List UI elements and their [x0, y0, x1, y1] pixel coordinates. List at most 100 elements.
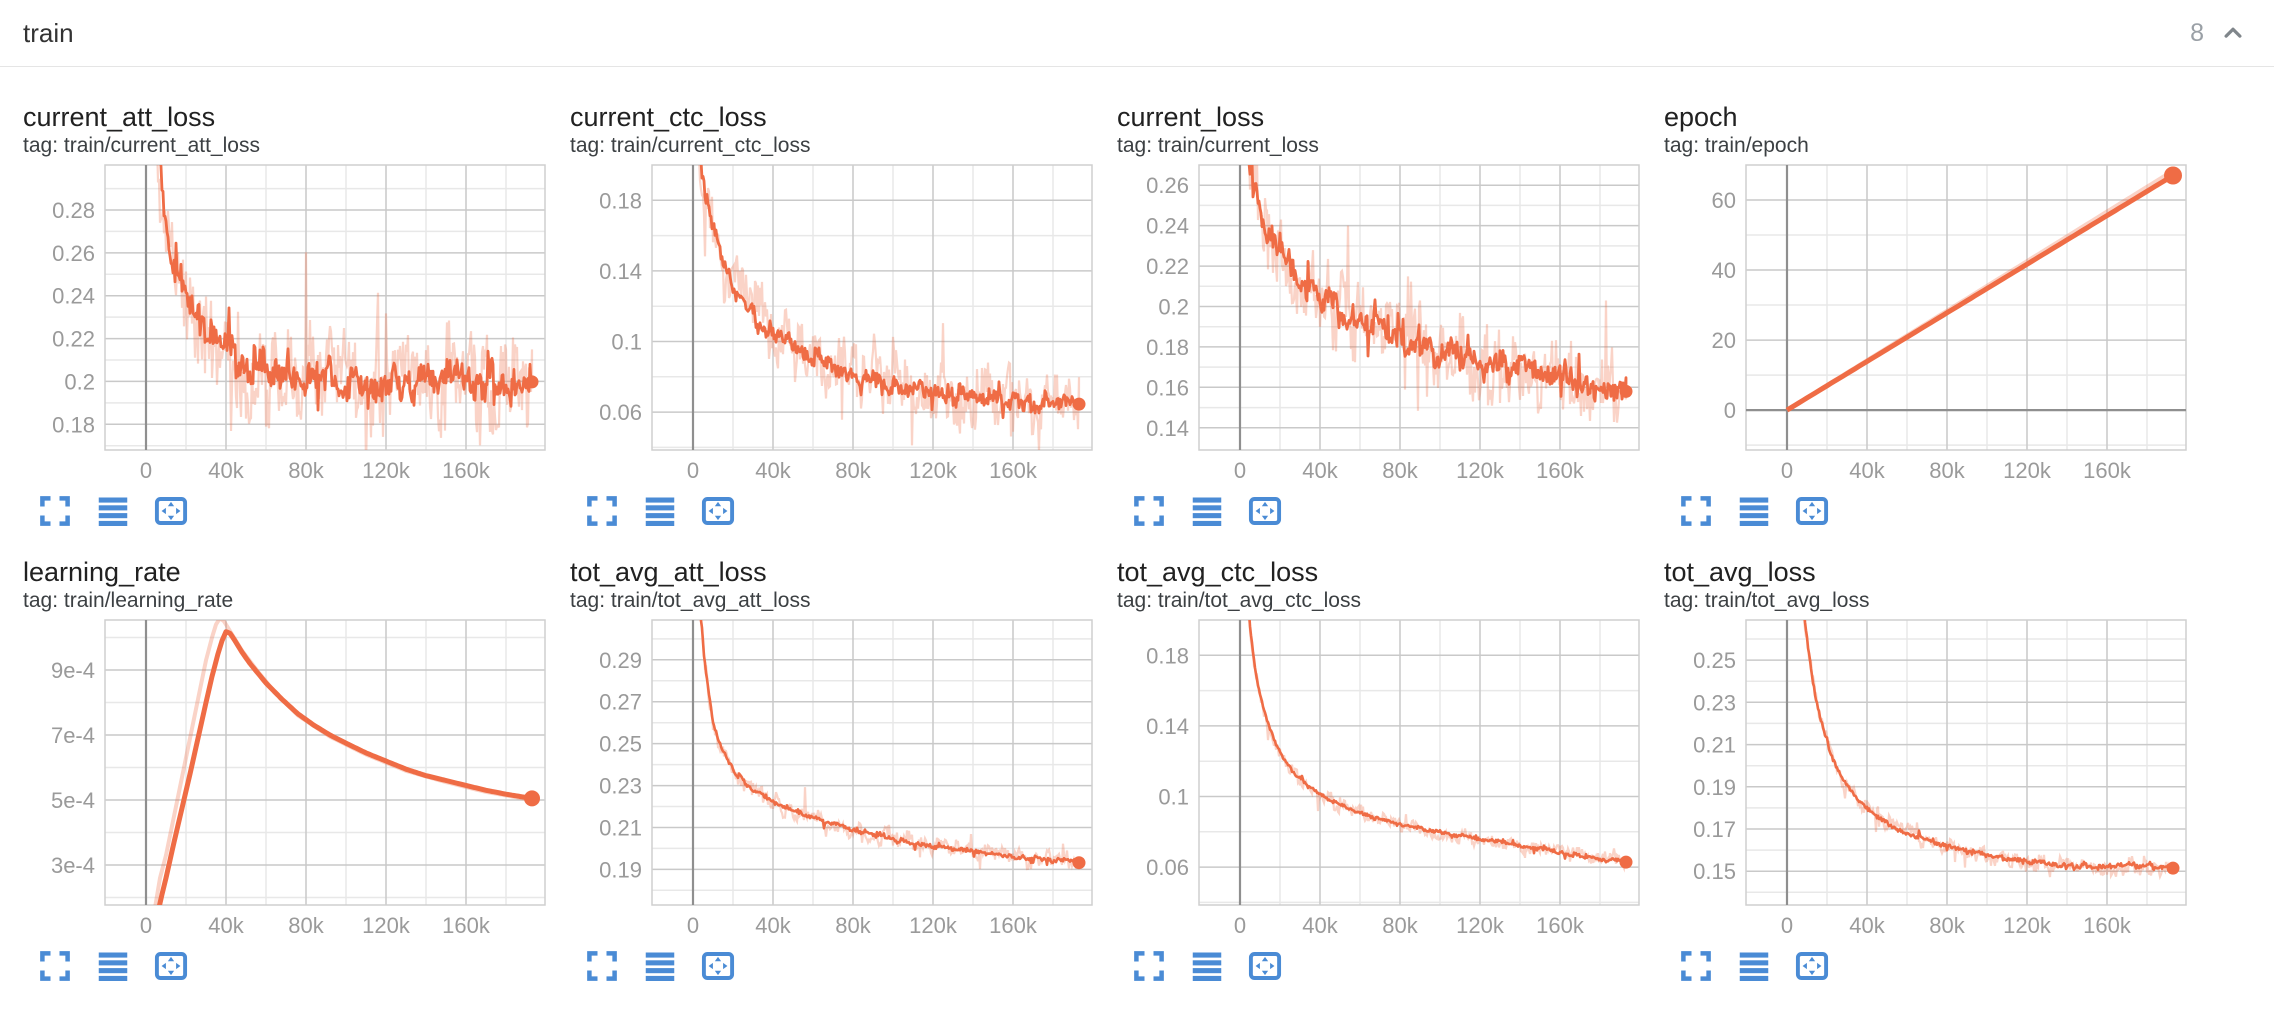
chart-title: learning_rate [23, 557, 181, 587]
svg-text:120k: 120k [909, 458, 958, 483]
svg-text:0.29: 0.29 [599, 648, 642, 673]
expand-chart-button[interactable] [1678, 948, 1714, 984]
svg-text:0.23: 0.23 [599, 774, 642, 799]
svg-text:9e-4: 9e-4 [51, 658, 95, 683]
chart-title: current_att_loss [23, 102, 216, 132]
fit-domain-icon [701, 497, 735, 525]
fit-domain-icon [1248, 497, 1282, 525]
runs-menu-button[interactable] [642, 493, 678, 529]
fit-domain-button[interactable] [1794, 948, 1830, 984]
scalar-card: learning_rate tag: train/learning_rate 0… [23, 556, 553, 986]
svg-text:120k: 120k [909, 913, 958, 938]
line-chart[interactable]: 0 40k 80k 120k 160k 0 20 40 60 [1664, 163, 2194, 485]
svg-text:0.15: 0.15 [1693, 859, 1736, 884]
svg-text:40: 40 [1712, 258, 1736, 283]
line-chart[interactable]: 0 40k 80k 120k 160k 3e-4 5e-4 7e-4 9e-4 [23, 618, 553, 940]
expand-chart-button[interactable] [1678, 493, 1714, 529]
expand-chart-button[interactable] [584, 948, 620, 984]
svg-text:0.26: 0.26 [1146, 173, 1189, 198]
fullscreen-icon [40, 496, 70, 526]
fullscreen-icon [1134, 951, 1164, 981]
svg-text:0.25: 0.25 [1693, 648, 1736, 673]
svg-text:0: 0 [1234, 913, 1246, 938]
card-toolbar [1664, 946, 2194, 986]
line-chart[interactable]: 0 40k 80k 120k 160k 0.18 0.2 0.22 0.24 0.26 0.28 [23, 163, 553, 485]
chart-tag: tag: train/tot_avg_att_loss [570, 589, 811, 612]
chart-tag: tag: train/tot_avg_ctc_loss [1117, 589, 1361, 612]
svg-text:0.18: 0.18 [1146, 335, 1189, 360]
fit-domain-button[interactable] [153, 493, 189, 529]
collapse-section-button[interactable] [2218, 18, 2248, 48]
svg-text:40k: 40k [1849, 913, 1885, 938]
svg-text:0.27: 0.27 [599, 690, 642, 715]
svg-text:0: 0 [140, 458, 152, 483]
card-toolbar [570, 491, 1100, 531]
expand-chart-button[interactable] [37, 948, 73, 984]
line-chart[interactable]: 0 40k 80k 120k 160k 0.06 0.1 0.14 0.18 [1117, 618, 1647, 940]
runs-menu-button[interactable] [95, 948, 131, 984]
chart-title: tot_avg_att_loss [570, 557, 767, 587]
svg-text:0.21: 0.21 [599, 816, 642, 841]
horizontal-lines-icon [645, 952, 675, 981]
svg-text:0.06: 0.06 [1146, 855, 1189, 880]
svg-text:120k: 120k [2003, 458, 2052, 483]
svg-text:160k: 160k [1536, 913, 1585, 938]
svg-text:5e-4: 5e-4 [51, 788, 95, 813]
fit-domain-icon [1795, 952, 1829, 980]
svg-text:0.28: 0.28 [52, 198, 95, 223]
scalar-card: tot_avg_ctc_loss tag: train/tot_avg_ctc_… [1117, 556, 1647, 986]
runs-menu-button[interactable] [1189, 493, 1225, 529]
expand-chart-button[interactable] [1131, 493, 1167, 529]
chevron-up-icon [2224, 27, 2242, 38]
svg-text:80k: 80k [835, 458, 871, 483]
svg-text:0.06: 0.06 [599, 400, 642, 425]
tensorboard-scalars-page: train 8 current_att_loss tag: train/curr… [0, 0, 2274, 986]
fullscreen-icon [1681, 951, 1711, 981]
fit-domain-button[interactable] [153, 948, 189, 984]
chart-title: current_ctc_loss [570, 102, 767, 132]
line-chart[interactable]: 0 40k 80k 120k 160k 0.15 0.17 0.19 0.21 0.23 0.25 [1664, 618, 2194, 940]
fit-domain-button[interactable] [1247, 948, 1283, 984]
card-toolbar [1117, 946, 1647, 986]
fit-domain-icon [1795, 497, 1829, 525]
svg-text:40k: 40k [208, 458, 244, 483]
expand-chart-button[interactable] [1131, 948, 1167, 984]
fit-domain-button[interactable] [1247, 493, 1283, 529]
line-chart[interactable]: 0 40k 80k 120k 160k 0.19 0.21 0.23 0.25 0.27 0.29 [570, 618, 1100, 940]
chart-title: tot_avg_loss [1664, 557, 1816, 587]
chart-tag: tag: train/epoch [1664, 134, 1809, 157]
svg-text:40k: 40k [755, 458, 791, 483]
svg-text:0.24: 0.24 [1146, 214, 1189, 239]
svg-text:160k: 160k [2083, 458, 2132, 483]
svg-text:0.14: 0.14 [1146, 714, 1189, 739]
runs-menu-button[interactable] [642, 948, 678, 984]
svg-text:0: 0 [1781, 458, 1793, 483]
svg-text:0: 0 [687, 913, 699, 938]
fit-domain-button[interactable] [1794, 493, 1830, 529]
svg-text:0: 0 [687, 458, 699, 483]
svg-text:20: 20 [1712, 328, 1736, 353]
svg-text:0.2: 0.2 [64, 369, 95, 394]
expand-chart-button[interactable] [584, 493, 620, 529]
svg-text:40k: 40k [1302, 913, 1338, 938]
line-chart[interactable]: 0 40k 80k 120k 160k 0.06 0.1 0.14 0.18 [570, 163, 1100, 485]
fit-domain-button[interactable] [700, 493, 736, 529]
fullscreen-icon [1681, 496, 1711, 526]
svg-text:0.25: 0.25 [599, 732, 642, 757]
line-chart[interactable]: 0 40k 80k 120k 160k 0.14 0.16 0.18 0.2 0.22 0.24 0.… [1117, 163, 1647, 485]
runs-menu-button[interactable] [1736, 948, 1772, 984]
horizontal-lines-icon [1739, 497, 1769, 526]
runs-menu-button[interactable] [1189, 948, 1225, 984]
expand-chart-button[interactable] [37, 493, 73, 529]
svg-text:0: 0 [1781, 913, 1793, 938]
runs-menu-button[interactable] [1736, 493, 1772, 529]
fullscreen-icon [1134, 496, 1164, 526]
svg-text:0.26: 0.26 [52, 241, 95, 266]
fit-domain-button[interactable] [700, 948, 736, 984]
svg-text:160k: 160k [2083, 913, 2132, 938]
svg-text:0.19: 0.19 [1693, 775, 1736, 800]
svg-text:40k: 40k [1302, 458, 1338, 483]
runs-menu-button[interactable] [95, 493, 131, 529]
run-section-header[interactable]: train 8 [0, 0, 2274, 67]
svg-text:0.18: 0.18 [599, 188, 642, 213]
